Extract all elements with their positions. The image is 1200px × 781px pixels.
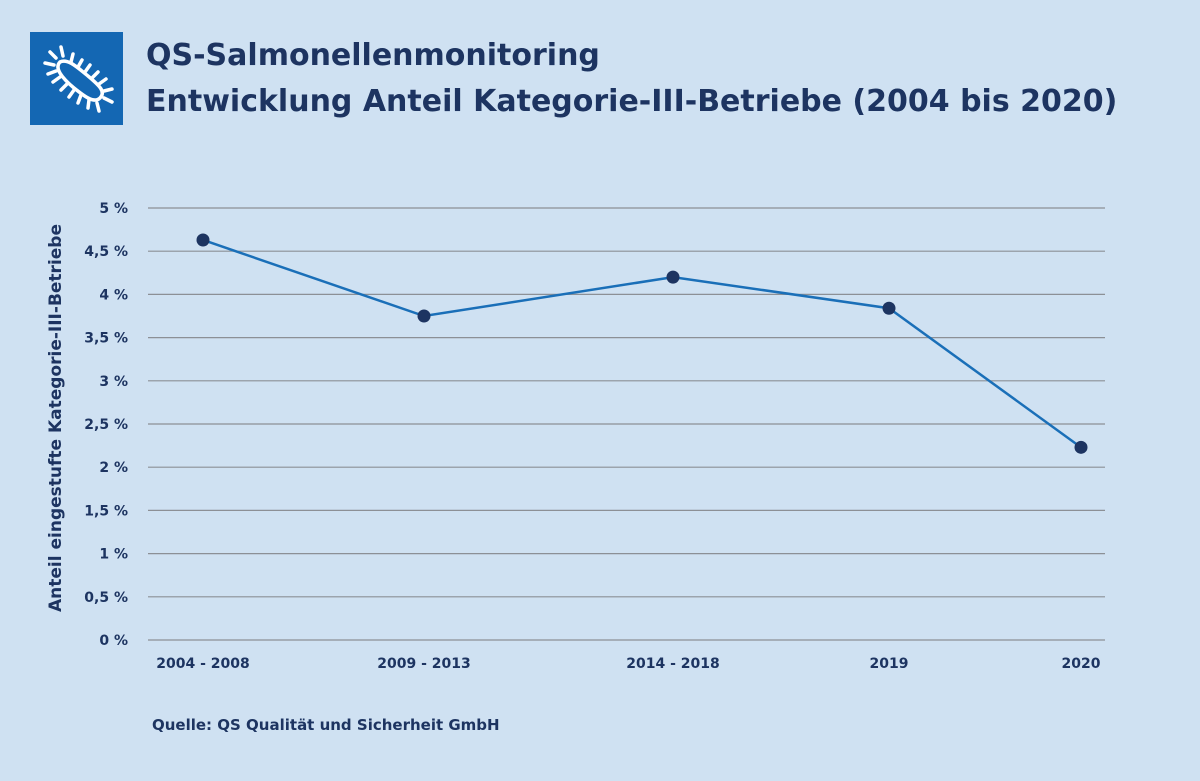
y-tick-label: 0,5 % bbox=[84, 590, 128, 606]
bacterium-logo bbox=[30, 32, 123, 125]
x-tick-label: 2014 - 2018 bbox=[626, 656, 720, 672]
y-tick-label: 1 % bbox=[99, 547, 128, 563]
source-note: Quelle: QS Qualität und Sicherheit GmbH bbox=[152, 716, 500, 734]
y-tick-label: 0 % bbox=[99, 633, 128, 649]
y-tick-label: 3,5 % bbox=[84, 331, 128, 347]
y-tick-label: 2 % bbox=[99, 460, 128, 476]
y-axis-label: Anteil eingestufte Kategorie-III-Betrieb… bbox=[46, 224, 66, 612]
y-tick-label: 1,5 % bbox=[84, 503, 128, 519]
y-tick-label: 4 % bbox=[99, 287, 128, 303]
chart-title-line2: Entwicklung Anteil Kategorie-III-Betrieb… bbox=[146, 84, 1118, 119]
data-point bbox=[417, 309, 431, 323]
series-line bbox=[202, 238, 1082, 449]
x-tick-label: 2004 - 2008 bbox=[156, 656, 250, 672]
data-point bbox=[196, 233, 210, 247]
y-tick-label: 4,5 % bbox=[84, 244, 128, 260]
bacterium-icon bbox=[43, 45, 114, 113]
data-point bbox=[666, 270, 680, 284]
chart-title-line1: QS-Salmonellenmonitoring bbox=[146, 38, 600, 73]
y-tick-label: 3 % bbox=[99, 374, 128, 390]
x-tick-label: 2009 - 2013 bbox=[377, 656, 471, 672]
y-tick-label: 5 % bbox=[99, 201, 128, 217]
data-point bbox=[1074, 440, 1088, 454]
x-tick-label: 2019 bbox=[870, 656, 909, 672]
x-tick-label: 2020 bbox=[1062, 656, 1101, 672]
data-point bbox=[882, 301, 896, 315]
y-tick-label: 2,5 % bbox=[84, 417, 128, 433]
